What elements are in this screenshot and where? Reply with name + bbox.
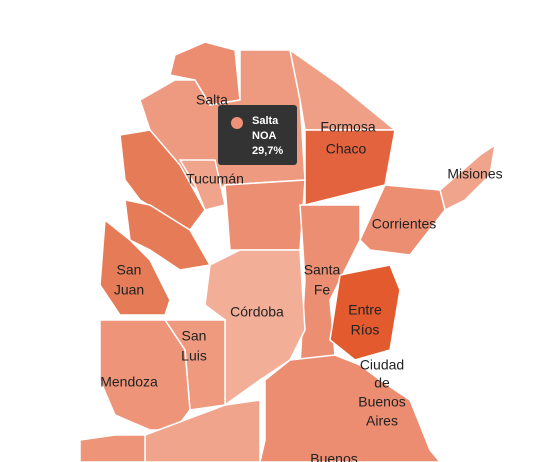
province-label: Mendoza: [100, 374, 158, 390]
tooltip: Salta NOA 29,7%: [218, 105, 297, 165]
tooltip-value: 29,7%: [252, 145, 283, 157]
province[interactable]: [124, 199, 212, 271]
province[interactable]: [224, 179, 306, 251]
province-label: Misiones: [447, 166, 502, 182]
tooltip-name: Salta: [252, 115, 279, 127]
province[interactable]: [178, 159, 226, 211]
province-label: Santa: [304, 262, 341, 278]
province-label: Corrientes: [372, 216, 437, 232]
province-label: Aires: [366, 413, 398, 429]
province-label: Fe: [314, 282, 331, 298]
province-label: Chaco: [326, 141, 367, 157]
tooltip-region: NOA: [252, 130, 277, 142]
province-label: de: [374, 375, 390, 391]
province-label: Formosa: [320, 119, 375, 135]
province[interactable]: [119, 129, 206, 231]
province[interactable]: [99, 218, 171, 316]
labels: Salta Formosa Chaco Misiones Tucumán Cor…: [100, 92, 502, 462]
province-label: Córdoba: [230, 304, 284, 320]
province-label: Salta: [196, 92, 228, 108]
province[interactable]: [79, 434, 146, 462]
province-label: Luis: [181, 348, 207, 364]
provinces: [79, 41, 497, 462]
province-label: Ríos: [351, 322, 380, 338]
province-label: Juan: [114, 282, 144, 298]
province-label: Buenos: [358, 394, 405, 410]
province-label: Ciudad: [360, 357, 404, 373]
tooltip-swatch: [231, 117, 243, 129]
province-label: Tucumán: [186, 171, 244, 187]
province[interactable]: [259, 354, 441, 462]
province[interactable]: [204, 249, 306, 407]
province-label: San: [182, 328, 207, 344]
province-label: Buenos: [310, 451, 357, 462]
province[interactable]: [329, 264, 401, 361]
province-label: Entre: [348, 302, 382, 318]
province-label: San: [117, 262, 142, 278]
